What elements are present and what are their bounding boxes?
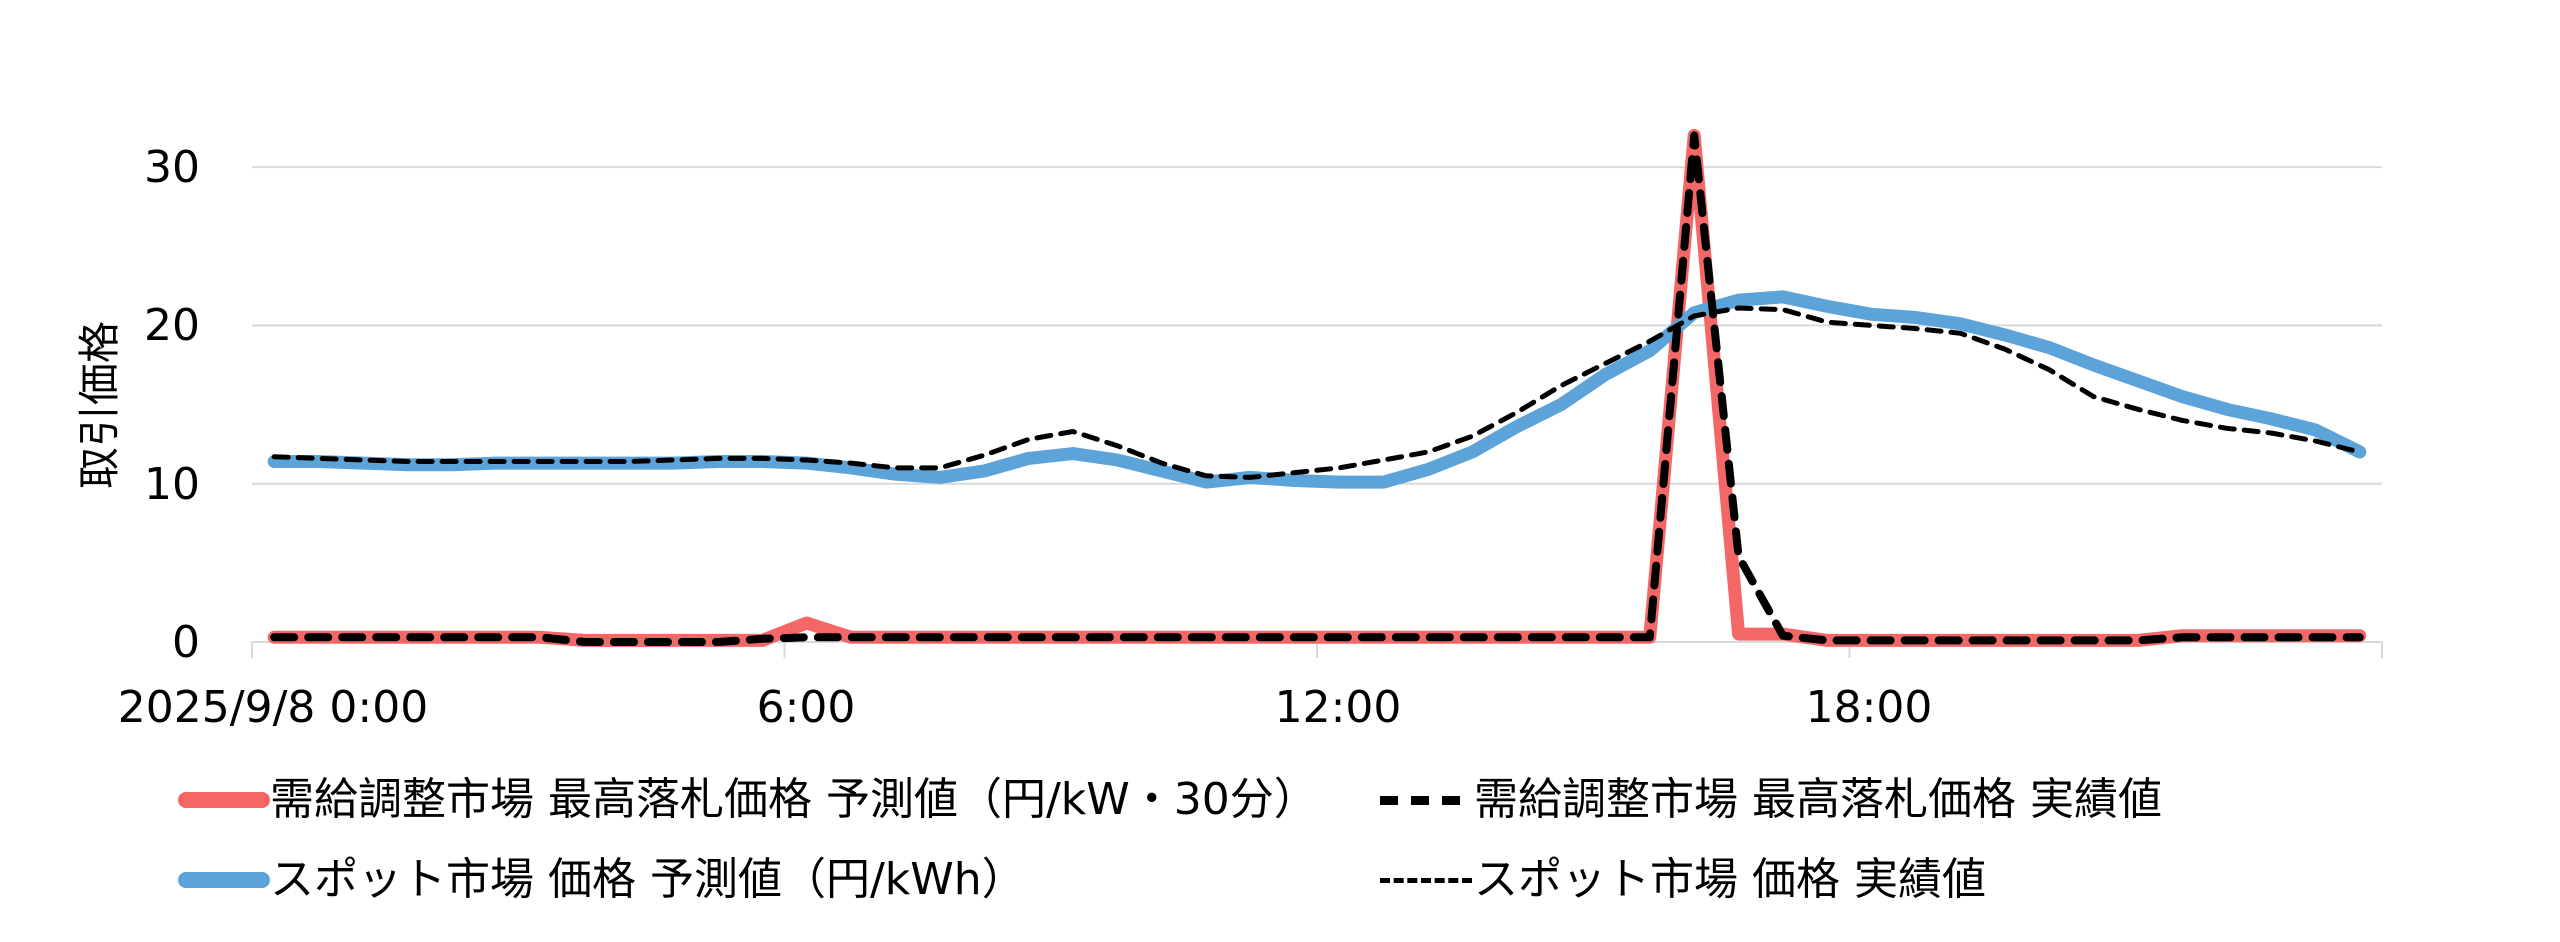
legend-item-spot-forecast: スポット市場 価格 予測値（円/kWh） [178, 858, 1026, 902]
black-dotted-swatch-icon [1380, 877, 1472, 883]
blue-line-swatch-icon [178, 872, 270, 888]
legend-label: 需給調整市場 最高落札価格 実績値 [1474, 774, 2162, 825]
legend-label: スポット市場 価格 実績値 [1474, 854, 1986, 905]
gridlines [252, 166, 2382, 485]
y-tick-0: 0 [172, 617, 200, 668]
y-axis-ticks: 0 10 20 30 [144, 142, 200, 668]
y-tick-30: 30 [144, 142, 200, 193]
x-tick-1200: 12:00 [1275, 682, 1402, 733]
legend-label: スポット市場 価格 予測値（円/kWh） [270, 854, 1026, 905]
plot-series [267, 128, 2367, 647]
y-axis-label: 取引価格 [75, 321, 124, 489]
y-tick-20: 20 [144, 300, 200, 351]
legend-item-balancing-actual: 需給調整市場 最高落札価格 実績値 [1380, 778, 2162, 822]
legend-item-spot-actual: スポット市場 価格 実績値 [1380, 858, 1986, 902]
series-spot-actual [271, 305, 2363, 480]
x-tick-0000: 2025/9/8 0:00 [118, 682, 428, 733]
y-tick-10: 10 [144, 459, 200, 510]
red-line-swatch-icon [178, 792, 270, 808]
black-dashed-swatch-icon [1380, 795, 1460, 805]
series-balancing-forecast [267, 128, 2367, 647]
x-axis-tick-labels: 2025/9/8 0:00 6:00 12:00 18:00 [118, 682, 1933, 733]
x-tick-1800: 18:00 [1806, 682, 1933, 733]
x-tick-0600: 6:00 [757, 682, 856, 733]
legend-item-balancing-forecast: 需給調整市場 最高落札価格 予測値（円/kW・30分） [178, 778, 1318, 822]
legend-label: 需給調整市場 最高落札価格 予測値（円/kW・30分） [270, 774, 1318, 825]
series-balancing-actual [270, 131, 2364, 646]
